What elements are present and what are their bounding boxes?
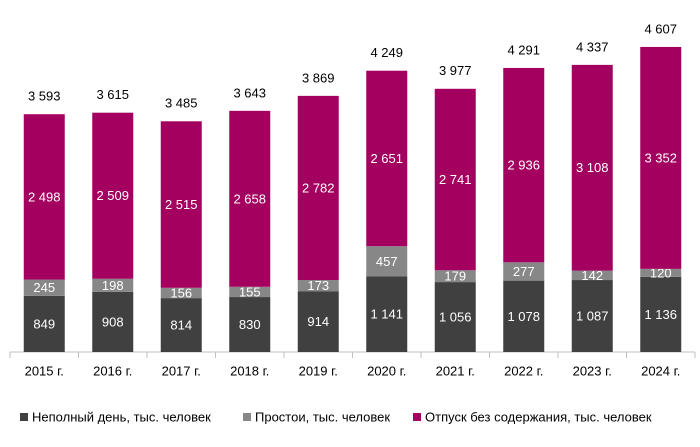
bar-segment [571, 280, 613, 352]
legend-marker [413, 413, 421, 421]
x-tick-label: 2023 г. [573, 363, 612, 378]
legend-label: Отпуск без содержания, тыс. человек [425, 409, 652, 424]
bar-segment [23, 114, 65, 280]
total-label: 3 643 [233, 85, 266, 100]
total-label: 3 869 [302, 70, 335, 85]
bar-segment [571, 64, 613, 271]
total-label: 4 291 [507, 42, 540, 57]
value-label: 1 141 [370, 307, 403, 322]
legend-marker [243, 413, 251, 421]
value-label: 2 741 [439, 172, 472, 187]
bar-segment [229, 110, 271, 287]
value-label: 2 936 [507, 158, 540, 173]
bar-segment [503, 262, 545, 281]
value-label: 1 078 [507, 309, 540, 324]
bar-segment [571, 270, 613, 281]
total-label: 3 485 [165, 96, 198, 111]
bar-segment [92, 278, 134, 292]
value-label: 457 [376, 254, 398, 269]
bar-segment [640, 276, 682, 352]
bar-segment [297, 291, 339, 352]
value-label: 3 108 [576, 160, 609, 175]
total-label: 3 977 [439, 63, 472, 78]
bar-segment [92, 291, 134, 352]
total-label: 4 337 [576, 39, 609, 54]
value-label: 914 [307, 314, 329, 329]
x-tick-label: 2017 г. [162, 363, 201, 378]
legend-label: Простои, тыс. человек [255, 409, 390, 424]
bar-segment [640, 46, 682, 269]
bar-segment [23, 295, 65, 352]
total-label: 4 249 [370, 45, 403, 60]
value-label: 908 [102, 314, 124, 329]
value-label: 1 056 [439, 309, 472, 324]
value-label: 830 [239, 317, 261, 332]
bar-segment [297, 95, 339, 281]
total-label: 4 607 [644, 21, 677, 36]
value-label: 814 [170, 317, 192, 332]
bar-segment [23, 279, 65, 296]
bar-segment [434, 88, 476, 271]
value-label: 277 [513, 264, 535, 279]
bar-segment [366, 276, 408, 352]
bar-segment [434, 270, 476, 283]
total-label: 3 593 [28, 89, 61, 104]
value-label: 2 498 [28, 189, 61, 204]
total-label: 3 615 [96, 87, 129, 102]
value-label: 179 [444, 269, 466, 284]
value-label: 142 [581, 268, 603, 283]
bar-segment [229, 286, 271, 298]
value-label: 198 [102, 278, 124, 293]
x-tick-label: 2019 г. [299, 363, 338, 378]
bar-segment [92, 112, 134, 279]
value-label: 2 509 [96, 188, 129, 203]
value-label: 2 515 [165, 197, 198, 212]
x-tick-label: 2022 г. [504, 363, 543, 378]
bar-segment [640, 268, 682, 277]
value-label: 3 352 [644, 150, 677, 165]
bar-segment [366, 246, 408, 277]
bar-segment [297, 280, 339, 292]
bar-segment [160, 287, 202, 299]
legend-label: Неполный день, тыс. человек [32, 409, 211, 424]
bar-segment [434, 282, 476, 352]
value-label: 1 087 [576, 308, 609, 323]
x-tick-label: 2015 г. [25, 363, 64, 378]
value-label: 156 [170, 285, 192, 300]
x-tick-label: 2020 г. [367, 363, 406, 378]
value-label: 155 [239, 284, 261, 299]
x-tick-label: 2024 г. [641, 363, 680, 378]
bar-segment [160, 298, 202, 352]
value-label: 1 136 [644, 307, 677, 322]
value-label: 2 651 [370, 151, 403, 166]
x-tick-label: 2021 г. [436, 363, 475, 378]
bar-segment [503, 67, 545, 263]
value-label: 2 658 [233, 191, 266, 206]
bar-segment [366, 70, 408, 247]
value-label: 173 [307, 278, 329, 293]
value-label: 849 [33, 316, 55, 331]
value-label: 120 [650, 265, 672, 280]
x-tick-label: 2016 г. [93, 363, 132, 378]
value-label: 245 [33, 280, 55, 295]
value-label: 2 782 [302, 180, 335, 195]
legend-marker [20, 413, 28, 421]
bar-segment [503, 280, 545, 352]
x-tick-label: 2018 г. [230, 363, 269, 378]
bar-segment [160, 121, 202, 288]
bar-segment [229, 297, 271, 352]
